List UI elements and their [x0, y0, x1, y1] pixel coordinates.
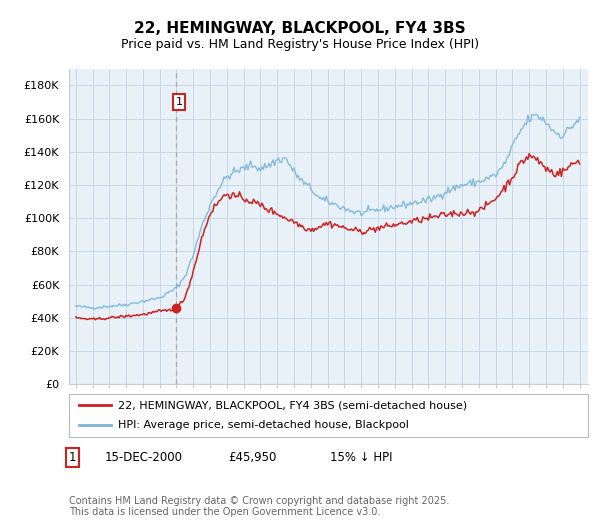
Text: 1: 1	[69, 452, 77, 464]
Text: 22, HEMINGWAY, BLACKPOOL, FY4 3BS: 22, HEMINGWAY, BLACKPOOL, FY4 3BS	[134, 21, 466, 36]
Text: Price paid vs. HM Land Registry's House Price Index (HPI): Price paid vs. HM Land Registry's House …	[121, 38, 479, 51]
Text: 15-DEC-2000: 15-DEC-2000	[105, 452, 183, 464]
Text: 1: 1	[176, 97, 182, 107]
Text: 22, HEMINGWAY, BLACKPOOL, FY4 3BS (semi-detached house): 22, HEMINGWAY, BLACKPOOL, FY4 3BS (semi-…	[118, 400, 467, 410]
Text: £45,950: £45,950	[228, 452, 277, 464]
Text: 15% ↓ HPI: 15% ↓ HPI	[330, 452, 392, 464]
Text: HPI: Average price, semi-detached house, Blackpool: HPI: Average price, semi-detached house,…	[118, 420, 409, 430]
Text: Contains HM Land Registry data © Crown copyright and database right 2025.
This d: Contains HM Land Registry data © Crown c…	[69, 496, 449, 517]
